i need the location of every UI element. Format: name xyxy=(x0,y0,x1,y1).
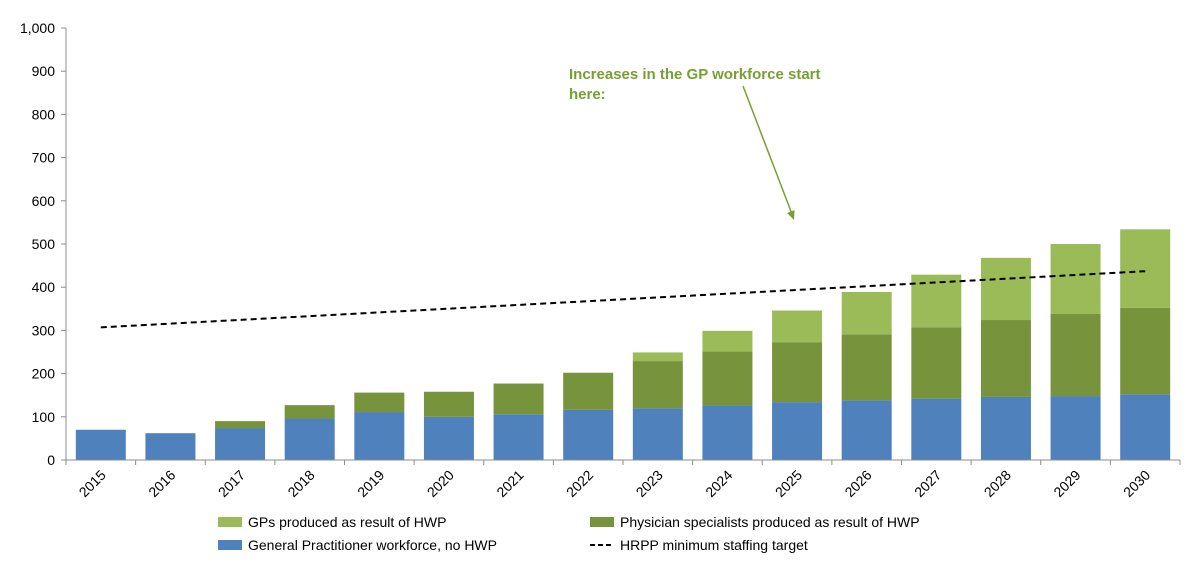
bar-segment-gps-hwp xyxy=(911,274,962,328)
bar-segment-gp-no-hwp xyxy=(911,398,962,460)
bar-segment-specialists-hwp xyxy=(493,383,544,415)
legend-swatch xyxy=(218,540,242,550)
bar-segment-gps-hwp xyxy=(980,257,1031,321)
legend-label: General Practitioner workforce, no HWP xyxy=(248,537,497,553)
y-tick-label: 500 xyxy=(32,236,56,252)
y-tick-label: 700 xyxy=(32,150,56,166)
bar-segment-gp-no-hwp xyxy=(980,396,1031,460)
bar-segment-specialists-hwp xyxy=(284,405,335,419)
bar-segment-specialists-hwp xyxy=(980,320,1031,397)
bar-segment-gp-no-hwp xyxy=(702,405,753,460)
y-tick-label: 100 xyxy=(32,409,56,425)
x-tick-label: 2027 xyxy=(911,467,944,500)
x-axis: 2015 2016 2017 2018 2019 2020 2021 2022 2023 2024… xyxy=(65,459,1181,500)
legend-label: Physician specialists produced as result… xyxy=(620,514,920,530)
x-tick-label: 2017 xyxy=(215,467,248,500)
x-tick-label: 2024 xyxy=(702,467,735,500)
bar-segment-specialists-hwp xyxy=(354,392,405,413)
x-tick-label: 2026 xyxy=(841,467,874,500)
x-tick-label: 2015 xyxy=(76,467,109,500)
bar-segment-gp-no-hwp xyxy=(632,408,683,460)
bar-segment-specialists-hwp xyxy=(563,372,614,410)
y-tick-label: 900 xyxy=(32,63,56,79)
legend: GPs produced as result of HWP Physician s… xyxy=(218,514,920,553)
y-tick-label: 300 xyxy=(32,322,56,338)
bar-segment-specialists-hwp xyxy=(1050,313,1101,397)
bar-segment-gp-no-hwp xyxy=(423,416,474,460)
y-tick-label: 600 xyxy=(32,193,56,209)
target-line-layer xyxy=(100,270,1146,329)
bar-segment-gp-no-hwp xyxy=(75,429,126,460)
bar-segment-gps-hwp xyxy=(841,291,892,335)
x-tick-label: 2021 xyxy=(493,467,526,500)
annotation: Increases in the GP workforce start here: xyxy=(569,66,821,220)
bar-segment-specialists-hwp xyxy=(841,334,892,401)
x-tick-label: 2020 xyxy=(424,467,457,500)
bar-segment-gps-hwp xyxy=(632,352,683,362)
bar-segment-specialists-hwp xyxy=(911,327,962,399)
x-tick-label: 2022 xyxy=(563,467,596,500)
annotation-text: Increases in the GP workforce start xyxy=(569,66,821,83)
y-tick-label: 0 xyxy=(47,452,55,468)
y-tick-label: 400 xyxy=(32,279,56,295)
y-tick-label: 800 xyxy=(32,106,56,122)
x-tick-label: 2030 xyxy=(1120,467,1153,500)
hrpp-target-line xyxy=(100,270,1146,329)
legend-swatch xyxy=(218,517,242,527)
annotation-arrow-head xyxy=(787,210,795,220)
legend-label: GPs produced as result of HWP xyxy=(248,514,446,530)
x-tick-label: 2029 xyxy=(1050,467,1083,500)
legend-label: HRPP minimum staffing target xyxy=(620,537,808,553)
x-tick-label: 2018 xyxy=(284,467,317,500)
x-tick-label: 2028 xyxy=(981,467,1014,500)
legend-swatch xyxy=(590,517,614,527)
bar-segment-specialists-hwp xyxy=(772,342,823,403)
annotation-text: here: xyxy=(569,86,606,103)
bar-layer xyxy=(75,229,1171,460)
bar-segment-gp-no-hwp xyxy=(215,428,266,460)
bar-segment-specialists-hwp xyxy=(1120,307,1171,395)
x-tick-label: 2019 xyxy=(354,467,387,500)
bar-segment-gp-no-hwp xyxy=(354,412,405,460)
bar-segment-gp-no-hwp xyxy=(493,414,544,460)
x-tick-label: 2023 xyxy=(633,467,666,500)
bar-segment-gp-no-hwp xyxy=(1120,394,1171,460)
x-tick-label: 2016 xyxy=(145,467,178,500)
bar-segment-gps-hwp xyxy=(702,330,753,352)
y-axis: 0 100 200 300 400 500 600 700 800 900 1,000 xyxy=(20,20,67,468)
bar-segment-specialists-hwp xyxy=(632,361,683,409)
bar-segment-gp-no-hwp xyxy=(772,402,823,460)
bar-segment-gp-no-hwp xyxy=(145,433,196,460)
annotation-arrow-line xyxy=(742,85,793,215)
bar-segment-specialists-hwp xyxy=(423,391,474,417)
bar-segment-gp-no-hwp xyxy=(841,400,892,460)
y-tick-label: 1,000 xyxy=(20,20,55,36)
bar-segment-gp-no-hwp xyxy=(1050,396,1101,460)
bar-segment-specialists-hwp xyxy=(702,351,753,406)
x-tick-label: 2025 xyxy=(772,467,805,500)
bar-segment-gp-no-hwp xyxy=(563,409,614,460)
bar-segment-gps-hwp xyxy=(1050,244,1101,314)
bar-segment-gps-hwp xyxy=(772,310,823,343)
bar-segment-gps-hwp xyxy=(1120,229,1171,308)
bar-segment-gp-no-hwp xyxy=(284,418,335,460)
bar-segment-specialists-hwp xyxy=(215,421,266,429)
y-tick-label: 200 xyxy=(32,366,56,382)
